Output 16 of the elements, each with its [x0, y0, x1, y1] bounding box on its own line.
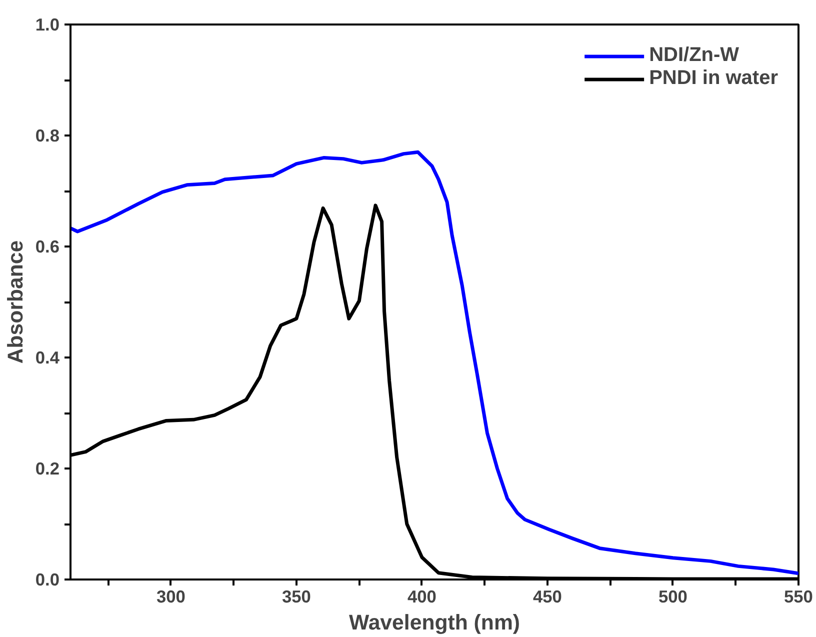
x-tick-label: 300: [156, 586, 186, 606]
y-tick-label: 1.0: [35, 14, 60, 34]
y-tick-label: 0.0: [35, 570, 60, 590]
x-tick-label: 550: [784, 586, 813, 606]
y-tick-label: 0.2: [35, 458, 60, 478]
x-tick-label: 450: [533, 586, 562, 606]
y-tick-label: 0.4: [35, 348, 60, 368]
x-tick-label: 500: [658, 586, 688, 606]
x-axis-title: Wavelength (nm): [348, 610, 520, 634]
legend-label: PNDI in water: [649, 67, 778, 90]
y-axis-title: Absorbance: [3, 240, 28, 364]
y-tick-label: 0.6: [35, 236, 60, 256]
x-tick-label: 350: [282, 586, 311, 606]
legend-label: NDI/Zn-W: [649, 44, 740, 67]
x-tick-label: 400: [407, 586, 436, 606]
y-tick-label: 0.8: [35, 126, 60, 146]
